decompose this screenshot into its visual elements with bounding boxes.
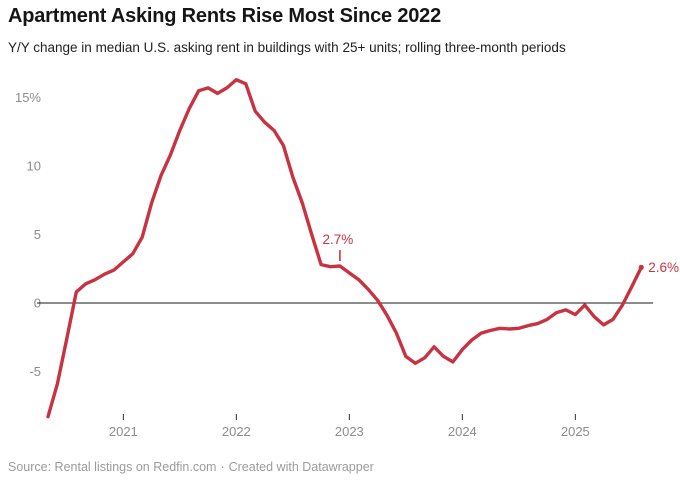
- x-axis-year-label: 2025: [561, 424, 590, 439]
- source-text: Source: Rental listings on Redfin.com: [8, 460, 217, 474]
- x-axis-year-label: 2021: [109, 424, 138, 439]
- footer-separator: ·: [220, 460, 225, 474]
- x-axis-year-label: 2023: [335, 424, 364, 439]
- chart-subtitle: Y/Y change in median U.S. asking rent in…: [8, 40, 566, 55]
- datawrapper-credit-link[interactable]: Created with Datawrapper: [228, 460, 374, 474]
- x-axis-year-label: 2024: [448, 424, 477, 439]
- annotation-label: 2.6%: [648, 260, 679, 275]
- line-end-dot: [638, 264, 644, 270]
- y-axis-tick-label: 5: [34, 227, 41, 242]
- annotation-label: 2.7%: [323, 232, 354, 247]
- y-axis-tick-label: -5: [29, 364, 41, 379]
- x-axis-year-label: 2022: [222, 424, 251, 439]
- chart-title: Apartment Asking Rents Rise Most Since 2…: [8, 5, 442, 27]
- rent-change-line: [46, 77, 643, 419]
- chart-footer: Source: Rental listings on Redfin.com · Cr…: [8, 460, 374, 474]
- y-axis-tick-label: 15%: [15, 90, 41, 105]
- y-axis-tick-label: 10: [27, 159, 41, 174]
